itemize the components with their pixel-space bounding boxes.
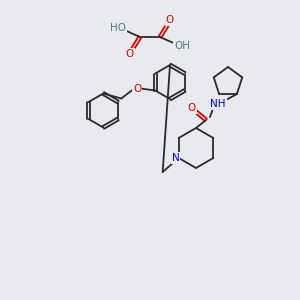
Text: O: O: [126, 49, 134, 59]
Text: N: N: [172, 153, 180, 163]
Text: NH: NH: [210, 99, 226, 109]
Text: HO: HO: [110, 23, 126, 33]
Text: O: O: [188, 103, 196, 113]
Text: O: O: [166, 15, 174, 25]
Text: O: O: [133, 83, 141, 94]
Text: OH: OH: [174, 41, 190, 51]
